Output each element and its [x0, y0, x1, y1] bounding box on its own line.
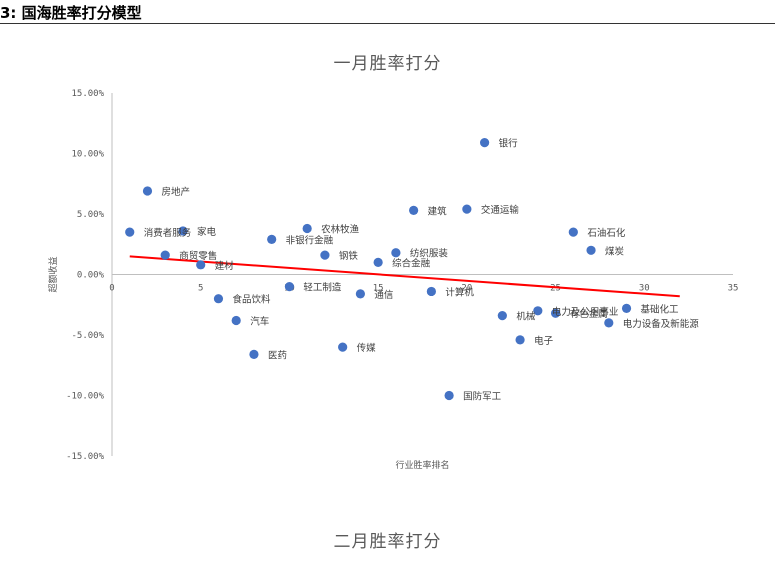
data-label: 纺织服装: [410, 248, 449, 260]
trendline-group: [129, 255, 680, 298]
data-label: 房地产: [161, 186, 190, 198]
data-label: 医药: [268, 350, 287, 361]
data-point: [267, 234, 277, 245]
data-point: [178, 226, 188, 236]
data-point: [604, 318, 614, 328]
data-point: [160, 250, 170, 260]
data-label: 煤炭: [605, 245, 625, 257]
data-point: [373, 257, 383, 267]
data-point: [515, 335, 525, 345]
figure-caption: 3: 国海胜率打分模型: [0, 4, 142, 22]
data-label: 电力及公用事业: [552, 306, 619, 318]
data-label: 建材: [215, 260, 235, 272]
data-label: 非银行金融: [286, 234, 334, 246]
data-point: [320, 250, 330, 260]
x-tick-label: 25: [550, 284, 561, 294]
header-divider: [0, 23, 775, 24]
data-label: 计算机: [445, 286, 474, 298]
data-point: [621, 303, 632, 313]
data-label: 建筑: [428, 205, 448, 217]
data-label: 家电: [197, 226, 217, 238]
data-label: 综合金融: [392, 257, 431, 269]
data-label: 交通运输: [481, 204, 520, 216]
data-label: 基础化工: [641, 303, 680, 315]
data-label: 钢铁: [339, 250, 359, 262]
x-tick-label: 15: [373, 284, 384, 294]
data-label: 通信: [374, 289, 393, 301]
data-label: 食品饮料: [232, 294, 271, 306]
data-label: 汽车: [250, 315, 269, 327]
data-label: 机械: [516, 311, 536, 323]
next-chart-title: 二月胜率打分: [333, 532, 442, 552]
data-label: 电力设备及新能源: [623, 318, 700, 330]
x-tick-label: 0: [109, 284, 114, 294]
data-point: [391, 248, 401, 258]
data-point: [284, 282, 295, 292]
data-point: [355, 289, 365, 299]
x-axis-label: 行业胜率排名: [395, 459, 449, 471]
y-tick-label: -5.00%: [71, 331, 104, 341]
y-tick-label: 10.00%: [71, 150, 104, 160]
data-point: [409, 205, 419, 215]
axes: 15.00% 10.00% 5.00% 0.00% -5.00% -10.00% -15.0…: [47, 89, 738, 471]
data-point: [196, 260, 206, 270]
data-label: 农林牧渔: [321, 224, 360, 236]
y-tick-label: 0.00%: [77, 271, 105, 281]
x-tick-label: 20: [461, 284, 472, 294]
chart-title: 一月胜率打分: [333, 54, 442, 74]
data-label: 有色金属: [570, 308, 608, 320]
data-point: [497, 311, 507, 321]
data-label: 石油石化: [587, 227, 626, 239]
data-point: [586, 245, 596, 255]
data-point: [480, 138, 490, 148]
data-label: 轻工制造: [303, 282, 342, 294]
x-tick-label: 30: [639, 284, 650, 294]
y-tick-label: 5.00%: [77, 210, 105, 220]
data-point: [249, 349, 259, 359]
points-group: [125, 138, 632, 401]
data-point: [462, 204, 472, 214]
trendline: [129, 255, 680, 298]
data-label: 银行: [499, 138, 519, 150]
y-tick-label: -15.00%: [66, 452, 105, 462]
x-tick-label: 35: [728, 284, 739, 294]
data-point: [568, 227, 578, 237]
data-point: [550, 308, 561, 318]
data-point: [533, 306, 543, 316]
data-label: 传媒: [357, 342, 377, 354]
data-point: [231, 315, 241, 326]
data-label: 电子: [534, 335, 554, 347]
data-label: 消费者服务: [144, 227, 192, 239]
data-point: [338, 342, 348, 352]
y-tick-label: 15.00%: [71, 89, 104, 99]
data-point: [142, 186, 153, 196]
y-tick-label: -10.00%: [66, 392, 105, 402]
data-point: [213, 294, 224, 304]
data-point: [302, 223, 312, 234]
data-point: [125, 227, 135, 237]
data-point: [426, 286, 436, 297]
x-tick-label: 5: [198, 284, 203, 294]
y-axis-label: 超额收益: [47, 256, 59, 292]
figure-header: 3: 国海胜率打分模型: [0, 0, 775, 25]
data-label: 国防军工: [463, 391, 502, 403]
data-label: 商贸零售: [179, 250, 217, 262]
data-point: [444, 390, 454, 401]
